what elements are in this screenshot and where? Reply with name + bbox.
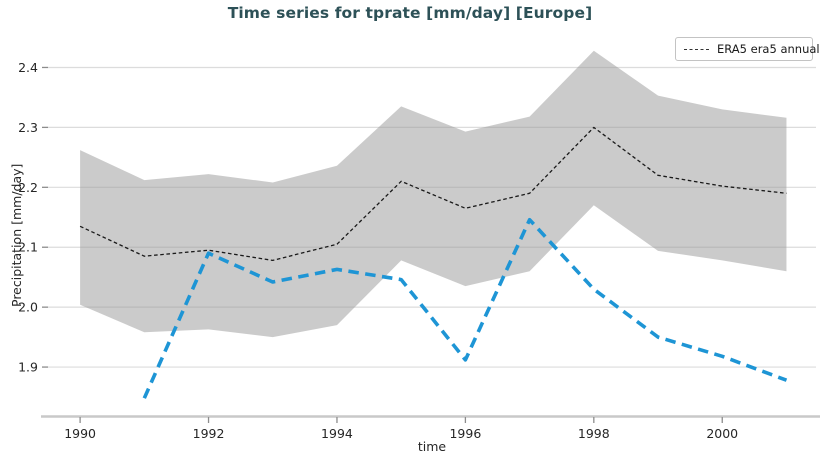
x-tick-label: 1992 xyxy=(193,426,225,441)
series-line-0 xyxy=(79,126,787,262)
legend: ERA5 era5 annual xyxy=(675,37,820,61)
uncertainty-band xyxy=(80,50,787,338)
series-line-1 xyxy=(142,217,788,399)
y-tick-label: 2.1 xyxy=(18,240,38,255)
x-axis-label: time xyxy=(417,439,447,454)
y-tick-label: 2.4 xyxy=(18,60,38,75)
y-tick-label: 1.9 xyxy=(18,360,38,375)
x-tick-label: 1990 xyxy=(64,426,96,441)
legend-label: ERA5 era5 annual xyxy=(717,42,820,56)
y-tick-label: 2.0 xyxy=(18,300,38,315)
legend-dashed-line-icon xyxy=(684,48,709,50)
x-tick-label: 1998 xyxy=(578,426,610,441)
x-tick-label: 2000 xyxy=(706,426,738,441)
x-tick-label: 1994 xyxy=(321,426,353,441)
x-tick-label: 1996 xyxy=(449,426,481,441)
chart-title: Time series for tprate [mm/day] [Europe] xyxy=(227,4,593,22)
y-tick-label: 2.2 xyxy=(18,180,38,195)
y-tick-label: 2.3 xyxy=(18,120,38,135)
y-axis-label: Precipitation [mm/day] xyxy=(9,163,24,307)
